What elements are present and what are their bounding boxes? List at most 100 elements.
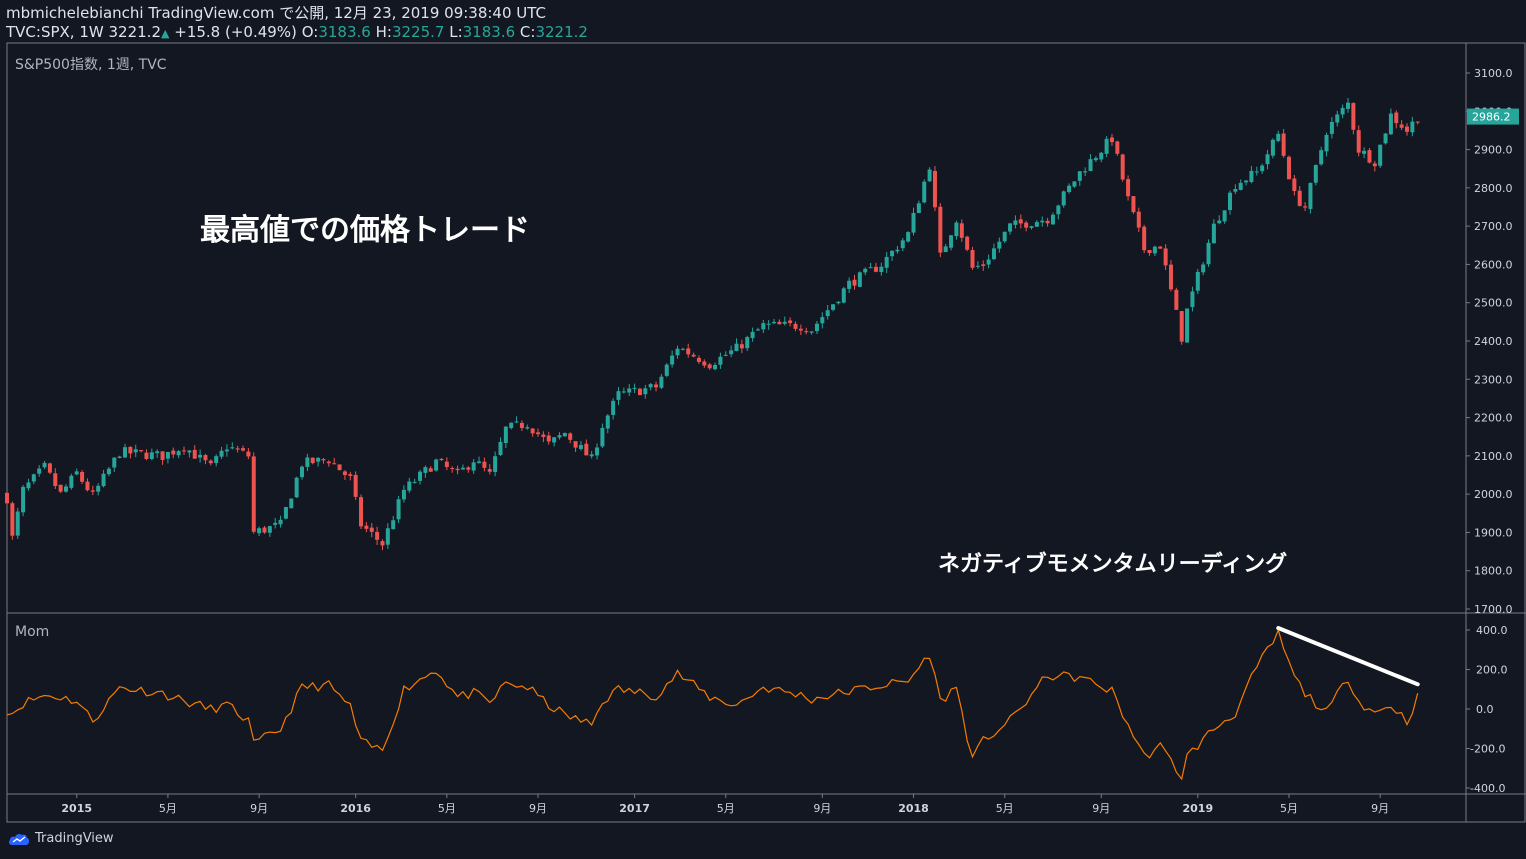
- time-axis[interactable]: 2015 5月 9月 2016 5月 9月 2017 5月 9月 2018 5月 9月 2019 5月 9月: [61, 794, 1389, 815]
- candle-body: [1174, 289, 1179, 310]
- candle-body: [235, 448, 240, 450]
- candle-body: [294, 477, 299, 498]
- candle-body: [530, 428, 535, 434]
- candle-body: [477, 461, 482, 464]
- candle-body: [557, 435, 562, 438]
- footer[interactable]: TradingView: [8, 831, 114, 846]
- candle-body: [1045, 220, 1050, 224]
- candle-body: [69, 475, 74, 488]
- candle-body: [637, 388, 642, 396]
- candle-body: [1201, 264, 1206, 273]
- candle-body: [1163, 248, 1168, 266]
- price-tick-label: 2800.0: [1474, 182, 1513, 195]
- candle-body: [541, 434, 546, 437]
- candle-body: [123, 447, 128, 458]
- candle-body: [1265, 154, 1270, 165]
- candle-body: [670, 355, 675, 365]
- time-tick-label: 5月: [438, 802, 456, 815]
- candle-body: [1233, 188, 1238, 192]
- candle-body: [879, 266, 884, 273]
- candle-body: [1002, 231, 1007, 242]
- candle-body: [342, 471, 347, 475]
- momentum-axis[interactable]: 400.0 200.0 0.0 -200.0 -400.0: [1466, 624, 1508, 795]
- chart-frame: [6, 42, 1526, 823]
- candle-body: [267, 526, 272, 533]
- candle-body: [64, 486, 69, 492]
- price-tick-label: 1900.0: [1474, 526, 1513, 539]
- candle-body: [364, 525, 369, 529]
- high-label: H:: [375, 23, 392, 41]
- candle-body: [96, 485, 101, 492]
- candle-body: [654, 384, 659, 388]
- price-axis[interactable]: 3100.03000.02900.02800.02700.02600.02500…: [1466, 67, 1519, 616]
- candle-body: [1158, 246, 1163, 249]
- candle-body: [47, 463, 52, 473]
- candle-body: [605, 415, 610, 429]
- candle-body: [1286, 156, 1291, 180]
- candle-body: [536, 432, 541, 435]
- candle-body: [144, 452, 149, 459]
- candle-body: [718, 356, 723, 365]
- time-tick-label: 5月: [1280, 802, 1298, 815]
- candle-body: [804, 331, 809, 333]
- candle-body: [1319, 150, 1324, 165]
- candle-body: [369, 527, 374, 532]
- time-tick-label: 2016: [340, 802, 371, 815]
- candle-body: [1399, 124, 1404, 128]
- momentum-line: [6, 628, 1419, 781]
- candle-body: [471, 462, 476, 471]
- candle-body: [1388, 113, 1393, 135]
- candle-body: [954, 222, 959, 237]
- candle-body: [595, 447, 600, 456]
- candle-body: [149, 452, 154, 459]
- candle-body: [777, 321, 782, 325]
- mom-tick-label: -400.0: [1470, 782, 1505, 795]
- candle-body: [42, 462, 47, 468]
- candle-body: [611, 400, 616, 415]
- publish-info: mbmichelebianchi TradingView.com で公開, 12…: [6, 4, 547, 22]
- candle-body: [1276, 133, 1281, 141]
- candle-body: [1362, 150, 1367, 154]
- candle-body: [847, 280, 852, 289]
- candle-body: [884, 256, 889, 268]
- candle-body: [450, 468, 455, 470]
- candle-body: [1303, 206, 1308, 208]
- candle-body: [198, 454, 203, 458]
- price-tick-label: 2000.0: [1474, 488, 1513, 501]
- candle-body: [814, 323, 819, 332]
- candle-body: [922, 181, 927, 203]
- candle-body: [1072, 181, 1077, 187]
- candle-body: [31, 474, 36, 482]
- price-tick-label: 2300.0: [1474, 373, 1513, 386]
- last-price: 3221.2: [108, 23, 162, 41]
- candle-body: [273, 522, 278, 525]
- candle-body: [509, 422, 514, 429]
- low-value: 3183.6: [462, 23, 516, 41]
- candle-body: [1120, 154, 1125, 180]
- candle-body: [1260, 165, 1265, 172]
- annotation-momentum: ネガティブモメンタムリーディング: [938, 552, 1288, 577]
- candle-body: [1190, 291, 1195, 308]
- candle-body: [1056, 205, 1061, 215]
- candle-body: [965, 236, 970, 250]
- candle-body: [139, 450, 144, 452]
- candle-body: [128, 446, 133, 454]
- candle-body: [766, 323, 771, 325]
- candle-body: [798, 328, 803, 331]
- candle-body: [192, 449, 197, 459]
- candle-body: [519, 422, 524, 428]
- candle-body: [503, 426, 508, 443]
- candle-body: [1378, 144, 1383, 166]
- candle-body: [1313, 165, 1318, 183]
- candle-body: [552, 437, 557, 443]
- momentum-label: Mom: [15, 624, 50, 640]
- candle-body: [300, 466, 305, 478]
- candle-body: [106, 468, 111, 475]
- candle-body: [348, 474, 353, 476]
- candle-body: [831, 304, 836, 310]
- candle-body: [997, 241, 1002, 249]
- time-tick-label: 2019: [1182, 802, 1213, 815]
- candle-body: [1281, 133, 1286, 156]
- candle-body: [1335, 114, 1340, 123]
